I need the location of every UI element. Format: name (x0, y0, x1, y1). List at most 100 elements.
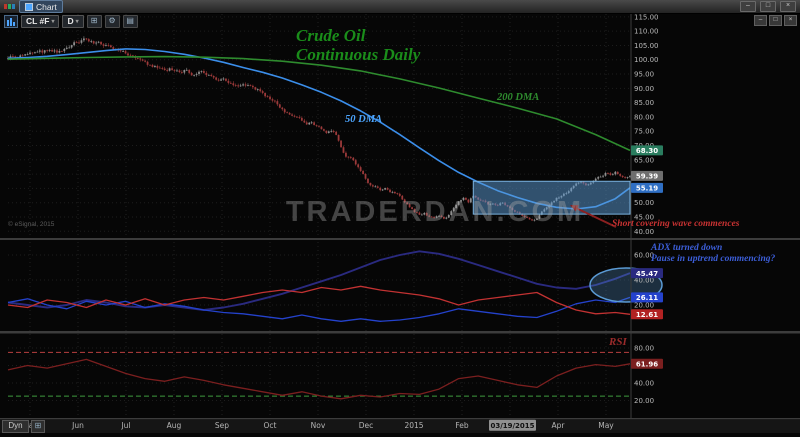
series-rsi-0 (7, 358, 631, 400)
short-covering-annotation: Short covering wave commences (612, 219, 740, 229)
y-axis-tick-label: 80.00 (634, 113, 654, 121)
chevron-down-icon: ▾ (51, 18, 55, 25)
adx-annotation-line1: ADX turned down (651, 243, 723, 253)
chart-tab-icon (25, 2, 33, 11)
copyright-text: © eSignal, 2015 (8, 221, 55, 228)
y-axis-tick-label: 85.00 (634, 99, 654, 107)
axis-value-marker-label: 68.30 (636, 147, 658, 155)
watermark-text: TRADERDAN.COM (285, 196, 585, 228)
x-axis-month-label: Jul (120, 421, 130, 430)
dyn-button[interactable]: Dyn (2, 420, 29, 433)
grid-tool-icon[interactable]: ⊞ (86, 14, 102, 28)
y-axis-tick-label: 40.00 (634, 228, 654, 236)
vertical-gridlines (29, 14, 607, 418)
axis-value-marker-label: 61.96 (636, 360, 658, 368)
axis-value-marker-label: 59.39 (636, 172, 658, 180)
studies-tool-icon[interactable]: ▤ (122, 14, 138, 28)
adx-annotation: ADX turned down Pause in uptrend commenc… (651, 243, 775, 266)
consolidation-zone-box (472, 180, 631, 215)
horizontal-gridlines (8, 254, 630, 306)
chevron-down-icon: ▾ (75, 18, 79, 25)
series-adx_dmi-1 (7, 296, 631, 322)
horizontal-gridlines (8, 347, 630, 401)
child-minimize-button[interactable]: – (754, 15, 767, 26)
y-axis-tick-label: 110.00 (634, 28, 659, 36)
settings-gear-icon[interactable]: ⚙ (104, 14, 120, 28)
overlay-200-dma (7, 55, 631, 152)
axis-value-marker (631, 358, 663, 369)
y-axis-tick-label: 95.00 (634, 71, 654, 79)
y-axis-tick-label: 80.00 (634, 345, 654, 353)
short-covering-arrow (575, 207, 617, 228)
ma200-label: 200 DMA (497, 92, 540, 103)
y-axis-tick-label: 45.00 (634, 213, 654, 221)
chart-toolbar: CL #F ▾ D ▾ ⊞ ⚙ ▤ (4, 14, 138, 28)
y-axis-tick-label: 60.00 (634, 252, 654, 260)
y-axis-tick-label: 40.00 (634, 277, 654, 285)
x-axis-month-label: Jun (71, 421, 84, 430)
x-axis-month-label: May (22, 421, 38, 430)
y-axis-tick-label: 20.00 (634, 302, 654, 310)
axis-value-marker-label: 55.19 (636, 184, 658, 192)
x-axis-date-marker-label: 03/19/2015 (490, 422, 534, 430)
axis-value-marker (631, 268, 663, 279)
y-axis-tick-label: 50.00 (634, 199, 654, 207)
x-axis-month-label: Apr (552, 421, 566, 430)
chart-title-line1: Crude Oil (296, 26, 366, 45)
short-covering-arrowhead (570, 205, 579, 212)
symbol-label: CL #F (26, 16, 50, 26)
x-axis-month-label: Feb (455, 421, 469, 430)
chart-title-annotation: Crude Oil Continuous Daily (296, 26, 420, 64)
axis-value-marker (631, 170, 663, 181)
x-axis-month-label: May (598, 421, 614, 430)
chart-title-line2: Continuous Daily (296, 45, 421, 65)
x-axis-month-label: 2015 (404, 421, 423, 430)
app-logo-icon (4, 4, 15, 9)
panel-separator[interactable] (0, 238, 800, 240)
interval-label: D (67, 16, 74, 26)
interval-selector[interactable]: D ▾ (62, 14, 84, 28)
close-button[interactable]: × (780, 1, 796, 12)
ma50-label: 50 DMA (345, 114, 383, 125)
minimize-button[interactable]: – (740, 1, 756, 12)
y-axis-tick-label: 40.00 (634, 380, 654, 388)
axis-value-marker (631, 182, 663, 193)
y-axis-tick-label: 115.00 (634, 13, 659, 21)
y-axis-tick-label: 20.00 (634, 397, 654, 405)
child-window-controls: – □ × (754, 15, 797, 26)
symbol-selector[interactable]: CL #F ▾ (21, 14, 60, 28)
x-axis-month-label: Oct (264, 421, 277, 430)
y-axis-tick-label: 75.00 (634, 128, 654, 136)
axis-value-marker (631, 309, 663, 320)
x-axis-date-marker (489, 419, 536, 431)
x-axis-month-label: Sep (215, 421, 229, 430)
layout-grid-icon[interactable]: ⊞ (31, 420, 45, 433)
x-axis-month-label: Dec (359, 421, 374, 430)
x-axis-month-label: Nov (311, 421, 326, 430)
panel-separator (0, 418, 800, 420)
x-axis-month-label: Aug (167, 421, 182, 430)
axis-value-marker-label: 26.11 (636, 294, 658, 302)
axis-value-marker (631, 292, 663, 303)
candlestick-style-icon[interactable] (4, 14, 18, 28)
axis-value-marker-label: 45.47 (636, 270, 658, 278)
panel-separator[interactable] (0, 331, 800, 334)
y-axis-tick-label: 105.00 (634, 42, 659, 50)
y-axis-tick-label: 90.00 (634, 85, 654, 93)
y-axis-tick-label: 100.00 (634, 56, 659, 64)
axis-value-marker (631, 145, 663, 156)
series-adx_dmi-2 (7, 285, 631, 315)
chart-tab-label: Chart (36, 1, 57, 12)
title-bar: Chart – □ × (0, 0, 800, 14)
adx-annotation-line2: Pause in uptrend commencing? (651, 254, 776, 265)
y-axis-tick-label: 65.00 (634, 156, 654, 164)
child-restore-button[interactable]: □ (769, 15, 782, 26)
axis-value-marker-label: 12.61 (636, 311, 658, 319)
x-axis-strip (0, 419, 800, 433)
child-close-button[interactable]: × (784, 15, 797, 26)
rsi-panel-label: RSI (609, 336, 627, 348)
chart-tab[interactable]: Chart (19, 0, 63, 13)
restore-button[interactable]: □ (760, 1, 776, 12)
